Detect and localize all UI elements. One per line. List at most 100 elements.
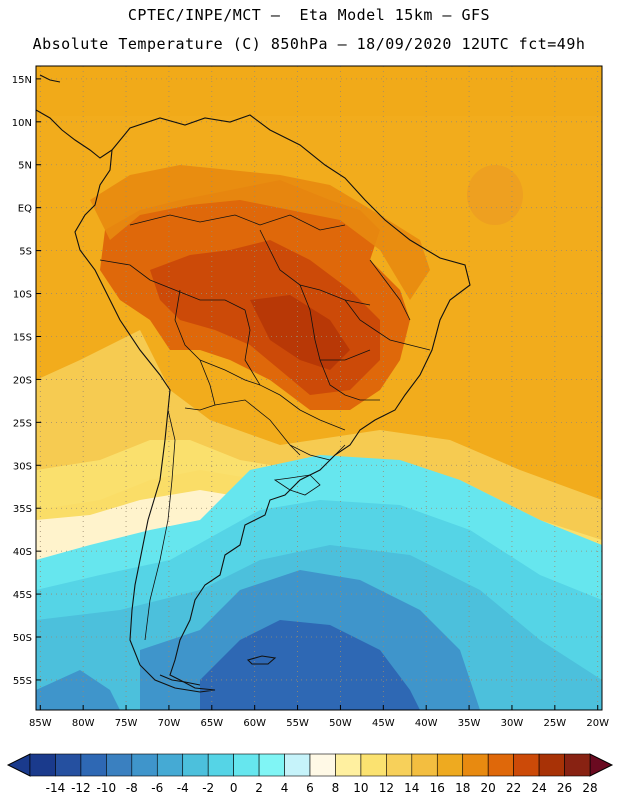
warm-atlantic-patch <box>467 165 523 225</box>
border-9 <box>273 474 321 496</box>
colorbar-swatch <box>55 753 82 777</box>
temperature-map: 15N 10N 5N EQ 5S 10S 15S 20S 25S 30S 35S 40S 45S 50S 5… <box>12 65 609 729</box>
colorbar-label: 6 <box>306 781 314 795</box>
north-band <box>36 66 602 116</box>
lon-label: 40W <box>415 718 438 729</box>
colorbar-label: -6 <box>151 781 163 795</box>
lon-label: 50W <box>329 718 352 729</box>
colorbar-swatch <box>513 753 540 777</box>
colorbar-swatch <box>538 753 565 777</box>
colorbar-swatches <box>6 753 614 777</box>
colorbar-swatch <box>564 753 591 777</box>
lon-label: 80W <box>72 718 95 729</box>
cold-sw-patch <box>36 670 120 710</box>
lat-label: 25S <box>13 418 32 429</box>
colorbar-swatch <box>335 753 362 777</box>
latitude-labels: 15N 10N 5N EQ 5S 10S 15S 20S 25S 30S 35S 40S 45S 50S 5… <box>12 75 32 687</box>
lat-label: 50S <box>13 633 32 644</box>
lon-label: 65W <box>200 718 223 729</box>
colorbar-swatch <box>29 753 56 777</box>
lat-label: 20S <box>13 375 32 386</box>
lat-label: 15S <box>13 332 32 343</box>
lon-label: 20W <box>586 718 609 729</box>
lat-label: EQ <box>18 204 32 215</box>
colorbar-arrow-right <box>589 753 614 777</box>
colorbar-label: 4 <box>281 781 289 795</box>
colorbar: -14 -12 -10 -8 -6 -4 -2 0 2 4 6 8 10 12 14 16 18 20 22 24 26… <box>6 753 614 795</box>
colorbar-swatch <box>233 753 260 777</box>
border-2 <box>99 259 246 311</box>
colorbar-swatch <box>156 753 184 777</box>
lon-label: 60W <box>243 718 266 729</box>
colorbar-label: 18 <box>455 781 470 795</box>
coastlines <box>36 74 471 693</box>
hottest-core <box>250 295 350 370</box>
central-america-outline <box>36 109 113 159</box>
lat-label: 5S <box>19 247 32 258</box>
colorbar-label: 8 <box>332 781 340 795</box>
colorbar-label: 2 <box>255 781 263 795</box>
colorbar-label: 24 <box>531 781 546 795</box>
colorbar-label: 12 <box>379 781 394 795</box>
lat-label: 45S <box>13 590 32 601</box>
colorbar-swatch <box>182 753 209 777</box>
lat-label: 40S <box>13 547 32 558</box>
colorbar-label: -10 <box>97 781 117 795</box>
falklands-outline <box>246 655 277 665</box>
lon-label: 35W <box>458 718 481 729</box>
colorbar-swatch <box>386 753 413 777</box>
colorbar-label: 0 <box>230 781 238 795</box>
lon-label: 70W <box>158 718 181 729</box>
colorbar-swatch <box>80 753 107 777</box>
lat-label: 10S <box>13 290 32 301</box>
colorbar-label: 16 <box>430 781 445 795</box>
lon-label: 45W <box>372 718 395 729</box>
colorbar-label: 22 <box>506 781 521 795</box>
colorbar-label: 28 <box>582 781 597 795</box>
warm-north-coast <box>90 165 430 300</box>
lon-label: 85W <box>29 718 52 729</box>
coldest-ocean <box>200 620 420 710</box>
lon-label: 25W <box>544 718 567 729</box>
colorbar-label: -2 <box>202 781 214 795</box>
border-7 <box>144 409 176 641</box>
map-title: CPTEC/INPE/MCT – Eta Model 15km – GFS <box>127 6 491 24</box>
border-13 <box>369 259 411 321</box>
lat-label: 10N <box>12 118 32 129</box>
colorbar-swatch <box>131 753 158 777</box>
lon-label: 30W <box>501 718 524 729</box>
border-12 <box>344 299 431 351</box>
colorbar-label: 14 <box>404 781 419 795</box>
colorbar-arrow-left <box>6 753 31 777</box>
south-america-outline <box>74 114 471 693</box>
border-8 <box>289 444 346 461</box>
country-borders <box>99 214 431 641</box>
fuegian-islands <box>159 674 201 686</box>
colorbar-swatch <box>436 753 464 777</box>
lon-label: 55W <box>286 718 309 729</box>
map-frame <box>35 65 603 711</box>
border-6 <box>214 399 301 456</box>
map-subtitle: Absolute Temperature (C) 850hPa – 18/09/… <box>32 35 586 53</box>
border-4 <box>244 309 346 431</box>
longitude-labels: 85W 80W 75W 70W 65W 60W 55W 50W 45W 40W 35W 30W 25W 2… <box>29 718 609 729</box>
colorbar-label: 20 <box>481 781 496 795</box>
colorbar-label: 10 <box>353 781 368 795</box>
caribbean-coast <box>39 74 61 83</box>
colorbar-swatch <box>284 753 311 777</box>
border-14 <box>319 359 380 401</box>
colorbar-label: 26 <box>557 781 572 795</box>
colorbar-swatch <box>207 753 234 777</box>
lat-label: 55S <box>13 676 32 687</box>
border-1 <box>129 214 346 231</box>
lat-label: 30S <box>13 461 32 472</box>
colorbar-swatch <box>309 753 336 777</box>
colorbar-swatch <box>411 753 438 777</box>
axis-ticks <box>36 78 599 710</box>
map-plot-area <box>36 66 602 710</box>
colorbar-swatch <box>258 753 285 777</box>
lon-label: 75W <box>115 718 138 729</box>
colorbar-label: -12 <box>71 781 91 795</box>
colorbar-swatch <box>106 753 133 777</box>
colorbar-swatch <box>462 753 489 777</box>
